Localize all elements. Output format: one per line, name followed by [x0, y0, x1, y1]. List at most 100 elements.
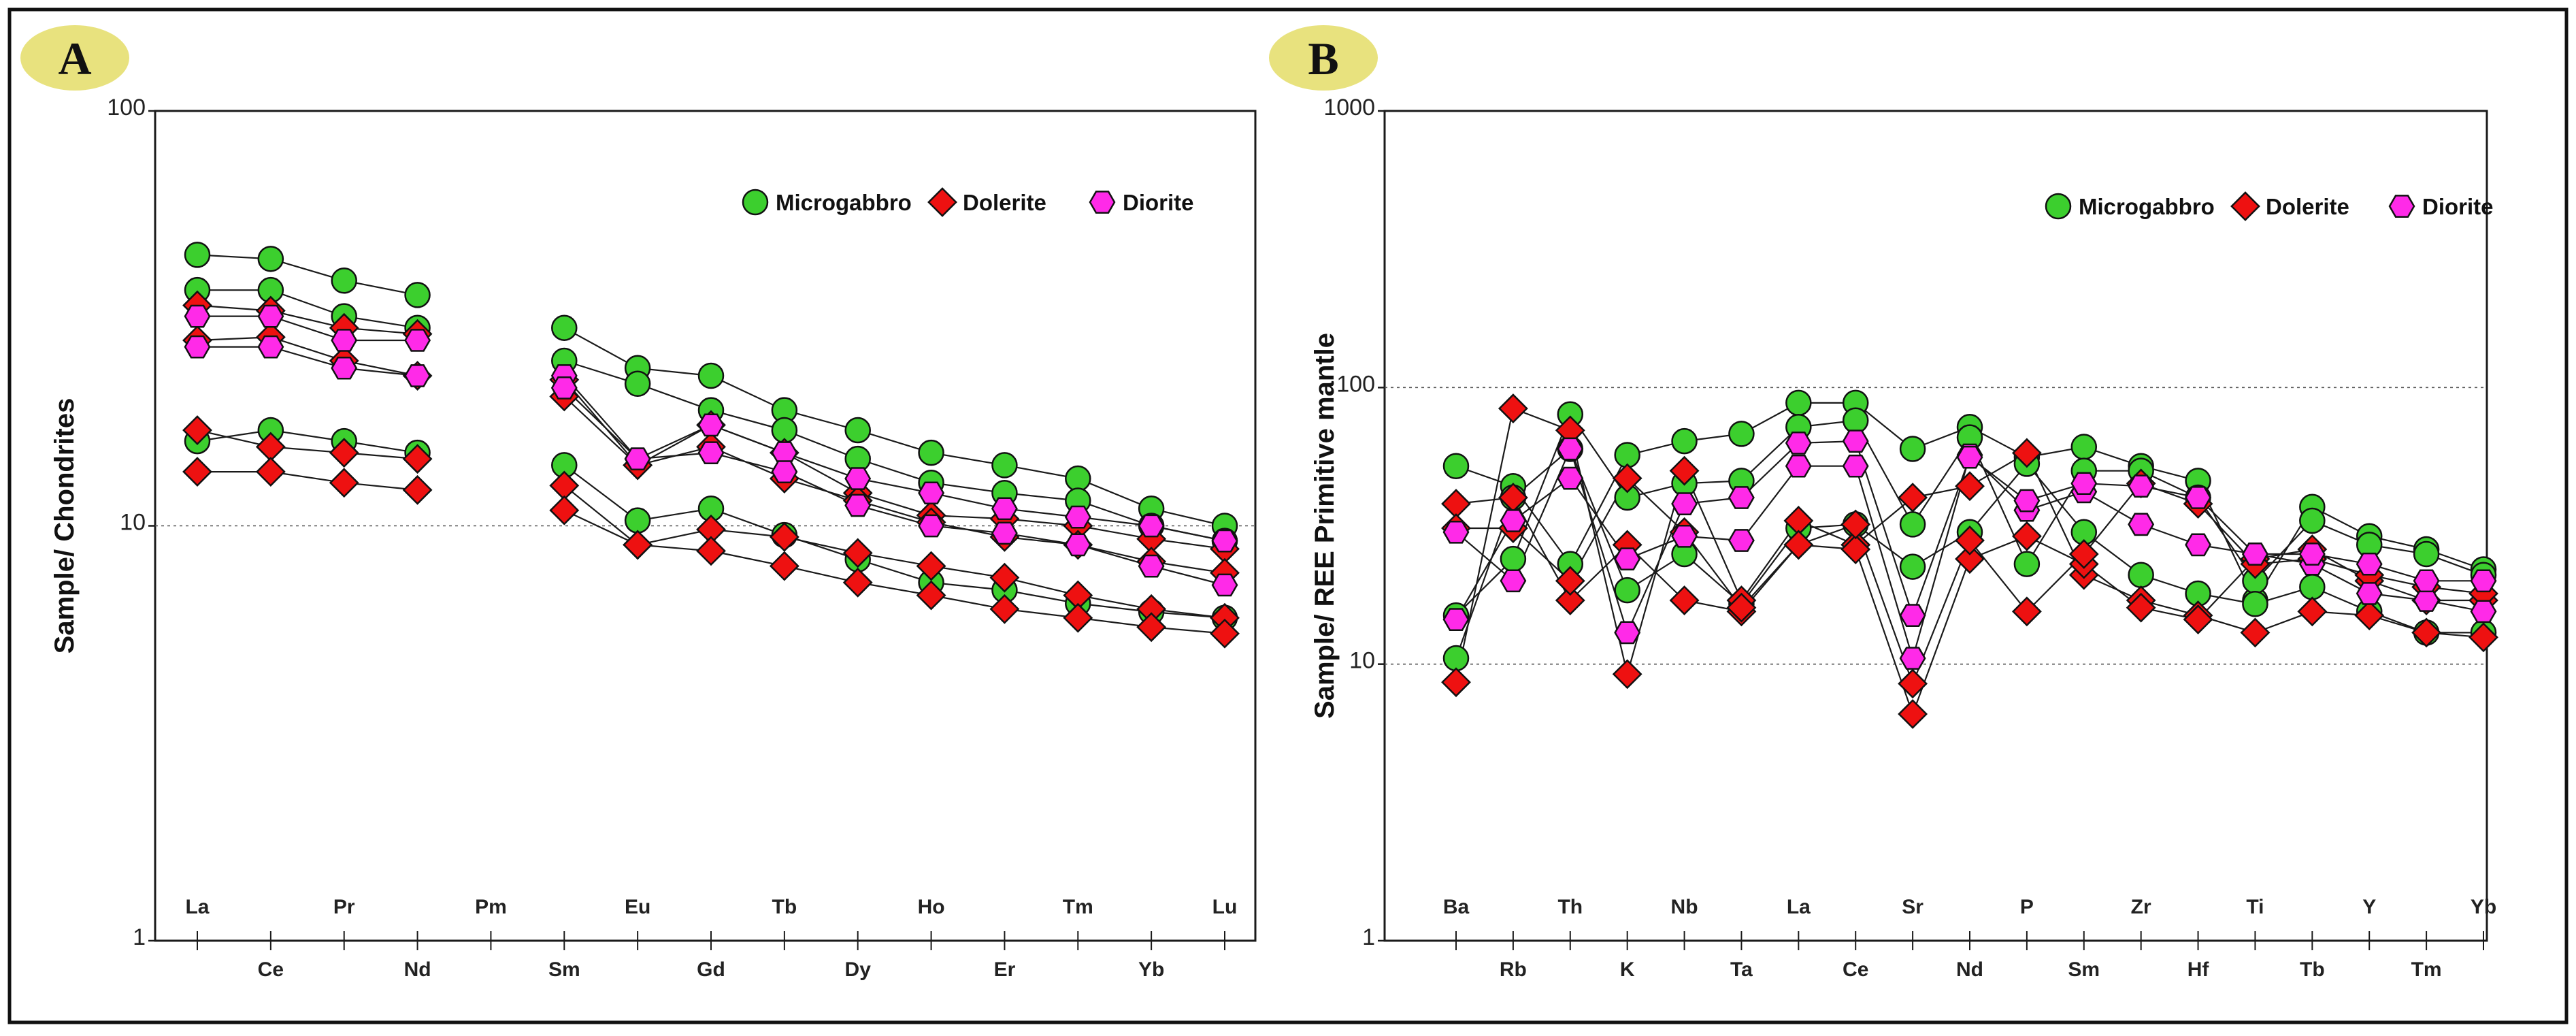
data-point-microgabbro	[2299, 574, 2326, 600]
data-point-dolerite	[769, 521, 799, 552]
data-point-diorite	[2356, 552, 2383, 576]
data-point-dolerite	[255, 457, 286, 487]
data-point-diorite	[550, 376, 578, 400]
data-point-dolerite	[2297, 596, 2328, 627]
data-point-diorite	[1211, 573, 1238, 597]
legend-marker-diorite	[1089, 191, 1116, 214]
category-label-la: La	[1787, 896, 1811, 918]
data-point-dolerite	[2411, 617, 2442, 648]
series-line-dolerite-6	[197, 429, 1225, 619]
data-point-dolerite	[549, 470, 580, 501]
data-point-diorite	[1614, 621, 1641, 645]
legend-label-dolerite: Dolerite	[963, 190, 1046, 215]
data-point-microgabbro	[2070, 434, 2098, 460]
data-point-diorite	[2241, 543, 2268, 566]
data-point-diorite	[2070, 472, 2098, 496]
category-label-nd: Nd	[1956, 958, 1983, 981]
data-point-diorite	[918, 514, 945, 538]
data-point-dolerite	[1898, 699, 1928, 729]
data-point-dolerite	[1612, 659, 1642, 690]
data-point-diorite	[1557, 437, 1584, 461]
data-point-dolerite	[1669, 585, 1700, 615]
data-point-dolerite	[2011, 438, 2042, 468]
data-point-microgabbro	[624, 507, 651, 534]
series-line-microgabbro-1	[197, 254, 1225, 527]
data-point-dolerite	[989, 594, 1020, 624]
data-point-dolerite	[1210, 618, 1240, 649]
data-point-microgabbro	[1899, 436, 1926, 462]
data-point-dolerite	[916, 580, 946, 611]
data-point-diorite	[184, 335, 211, 359]
data-point-diorite	[2356, 582, 2383, 605]
category-label-eu: Eu	[625, 896, 650, 918]
data-point-dolerite	[2468, 622, 2498, 653]
legend-label-diorite: Diorite	[1123, 190, 1194, 215]
category-label-pr: Pr	[333, 896, 355, 918]
category-label-ce: Ce	[258, 958, 284, 981]
data-point-dolerite	[1955, 525, 1985, 555]
data-point-diorite	[844, 467, 872, 490]
legend-label-diorite: Diorite	[2422, 194, 2494, 219]
category-label-sm: Sm	[548, 958, 580, 981]
category-label-ce: Ce	[1843, 958, 1868, 981]
data-point-diorite	[1899, 647, 1926, 670]
data-point-diorite	[1671, 524, 1698, 548]
category-label-th: Th	[1557, 896, 1583, 918]
data-point-dolerite	[1840, 534, 1871, 564]
data-point-microgabbro	[257, 246, 284, 272]
panel-label: B	[1308, 33, 1338, 84]
data-point-microgabbro	[1899, 511, 1926, 538]
data-point-diorite	[1671, 492, 1698, 515]
y-tick-label: 100	[1336, 371, 1375, 397]
data-point-dolerite	[2126, 592, 2156, 623]
data-point-diorite	[257, 304, 284, 328]
data-point-diorite	[2128, 513, 2155, 536]
data-point-dolerite	[1898, 668, 1928, 699]
data-point-diorite	[844, 493, 872, 517]
category-label-ti: Ti	[2246, 896, 2264, 918]
data-point-microgabbro	[1065, 465, 1091, 492]
category-label-zr: Zr	[2131, 896, 2151, 918]
data-point-dolerite	[1498, 393, 1528, 424]
panel-b: B 1 10 100 1000 Sample/ REE Primitive mantle B…	[1269, 25, 2498, 981]
data-point-dolerite	[1555, 585, 1585, 615]
data-point-diorite	[1138, 554, 1165, 578]
data-point-diorite	[1899, 604, 1926, 627]
data-point-microgabbro	[1442, 645, 1470, 672]
series-line-dolerite-7	[197, 471, 1225, 634]
category-label-er: Er	[994, 958, 1016, 981]
category-label-p: P	[2020, 896, 2034, 918]
data-point-dolerite	[1955, 544, 1985, 574]
data-point-diorite	[1842, 430, 1869, 453]
data-point-diorite	[1557, 466, 1584, 490]
category-label-tb: Tb	[2300, 958, 2325, 981]
data-point-microgabbro	[1842, 407, 1869, 434]
category-label-ta: Ta	[1730, 958, 1753, 981]
data-point-diorite	[1785, 432, 1812, 455]
category-label-hf: Hf	[2187, 958, 2210, 981]
data-point-dolerite	[2068, 539, 2099, 569]
data-point-diorite	[1138, 514, 1165, 538]
data-point-microgabbro	[404, 282, 431, 308]
data-point-dolerite	[989, 562, 1020, 593]
panel-label: A	[58, 33, 91, 84]
data-point-dolerite	[182, 415, 212, 445]
data-point-diorite	[2128, 474, 2155, 498]
panel-badge	[1269, 25, 1378, 91]
data-point-diorite	[1064, 533, 1091, 557]
data-point-dolerite	[696, 536, 726, 566]
data-point-diorite	[1442, 608, 1470, 631]
y-axis-label: Sample/ Chondrites	[50, 398, 80, 654]
data-point-microgabbro	[1442, 453, 1470, 479]
y-tick-label: 1000	[1323, 95, 1375, 120]
data-point-dolerite	[769, 551, 799, 581]
legend-marker-microgabbro	[742, 189, 769, 216]
panel-badge	[20, 25, 129, 91]
legend-marker-dolerite	[2230, 191, 2260, 221]
data-point-dolerite	[2240, 617, 2270, 648]
series-line-diorite-9	[197, 346, 1225, 586]
legend-label-dolerite: Dolerite	[2266, 194, 2349, 219]
panel-a: A 1 10 100 Sample/ Chondrites La Ce Pr Nd Pm Sm Eu G…	[20, 25, 1257, 981]
data-point-dolerite	[1136, 612, 1167, 643]
